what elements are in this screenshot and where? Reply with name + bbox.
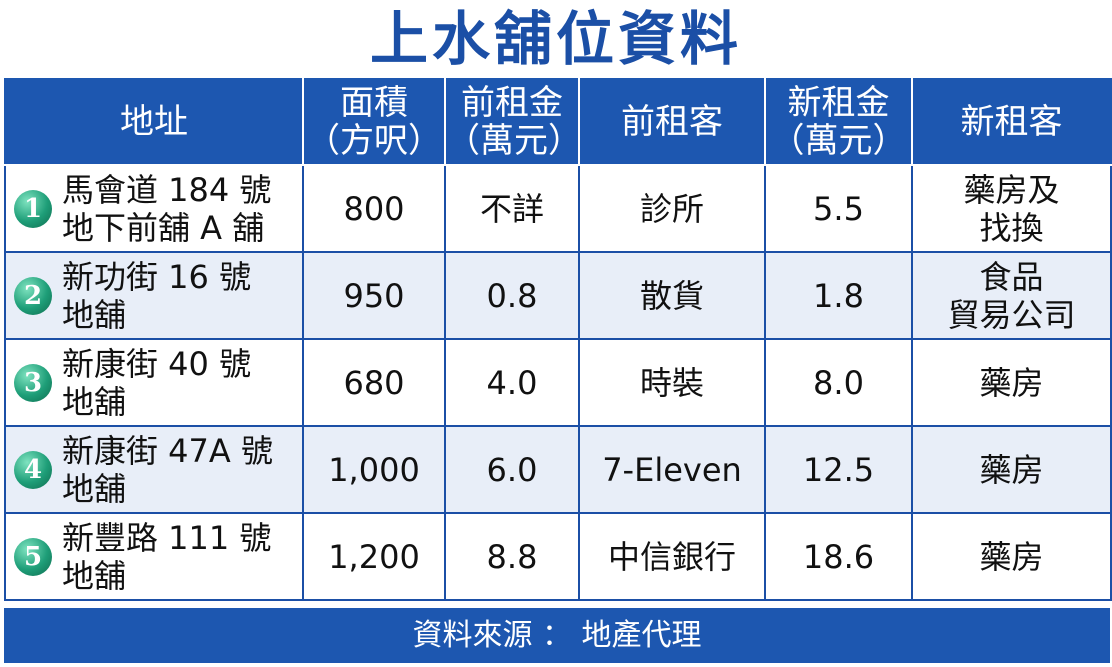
address-line1: 馬會道 184 號 xyxy=(62,170,272,209)
new-tenant-line1: 藥房及 xyxy=(963,170,1060,209)
header-new-rent-line2: （萬元） xyxy=(770,121,907,161)
address-cell: 2 新功街 16 號 地舖 xyxy=(4,251,304,340)
table-row: 3 新康街 40 號 地舖 680 4.0 時裝 8.0 藥房 xyxy=(4,338,1112,427)
header-old-rent-line2: （萬元） xyxy=(446,121,579,161)
new-tenant-line2: 找換 xyxy=(979,208,1044,247)
new-tenant-line2: 貿易公司 xyxy=(947,295,1076,334)
address-line1: 新康街 40 號 xyxy=(62,344,252,383)
area-cell: 800 xyxy=(302,164,446,253)
row-number-badge: 2 xyxy=(14,276,52,315)
address-line2: 地舖 xyxy=(62,556,127,595)
table-row: 4 新康街 47A 號 地舖 1,000 6.0 7-Eleven 12.5 藥… xyxy=(4,425,1112,514)
new-tenant-cell: 藥房 xyxy=(911,512,1112,601)
area-cell: 950 xyxy=(302,251,446,340)
new-rent-cell: 1.8 xyxy=(764,251,913,340)
old-rent-cell: 8.8 xyxy=(444,512,580,601)
area-cell: 1,200 xyxy=(302,512,446,601)
row-number-badge: 4 xyxy=(14,450,52,489)
header-area-line2: （方呎） xyxy=(306,121,442,161)
address-line1: 新康街 47A 號 xyxy=(62,431,273,470)
old-tenant-cell: 散貨 xyxy=(578,251,766,340)
new-tenant-cell: 藥房及 找換 xyxy=(911,164,1112,253)
old-tenant-cell: 診所 xyxy=(578,164,766,253)
header-new-tenant: 新租客 xyxy=(911,78,1112,166)
new-tenant-cell: 藥房 xyxy=(911,425,1112,514)
table-header-row: 地址 面積 （方呎） 前租金 （萬元） 前租客 新租金 （萬元） 新租客 xyxy=(4,78,1112,166)
old-rent-cell: 4.0 xyxy=(444,338,580,427)
header-area: 面積 （方呎） xyxy=(302,78,446,166)
address-cell: 4 新康街 47A 號 地舖 xyxy=(4,425,304,514)
source-footer: 資料來源 ： 地產代理 xyxy=(4,608,1110,663)
old-tenant-cell: 時裝 xyxy=(578,338,766,427)
address-line1: 新豐路 111 號 xyxy=(62,518,272,557)
header-old-rent: 前租金 （萬元） xyxy=(444,78,580,166)
table-row: 2 新功街 16 號 地舖 950 0.8 散貨 1.8 食品 貿易公司 xyxy=(4,251,1112,340)
header-new-rent: 新租金 （萬元） xyxy=(764,78,913,166)
row-number-badge: 3 xyxy=(14,363,52,402)
address-cell: 1 馬會道 184 號 地下前舖 A 舖 xyxy=(4,164,304,253)
area-cell: 1,000 xyxy=(302,425,446,514)
new-tenant-cell: 食品 貿易公司 xyxy=(911,251,1112,340)
page-title: 上水舖位資料 xyxy=(369,5,742,73)
header-old-rent-line1: 前租金 xyxy=(461,83,563,123)
header-area-line1: 面積 xyxy=(340,83,408,123)
area-cell: 680 xyxy=(302,338,446,427)
header-address: 地址 xyxy=(4,78,304,166)
address-line2: 地下前舖 A 舖 xyxy=(62,208,265,247)
address-line2: 地舖 xyxy=(62,382,127,421)
address-line2: 地舖 xyxy=(62,295,127,334)
address-cell: 3 新康街 40 號 地舖 xyxy=(4,338,304,427)
old-tenant-cell: 7-Eleven xyxy=(578,425,766,514)
address-line1: 新功街 16 號 xyxy=(62,257,252,296)
header-old-tenant: 前租客 xyxy=(578,78,766,166)
new-rent-cell: 12.5 xyxy=(764,425,913,514)
address-cell: 5 新豐路 111 號 地舖 xyxy=(4,512,304,601)
row-number-badge: 5 xyxy=(14,537,52,576)
header-new-rent-line1: 新租金 xyxy=(787,83,890,123)
row-number-badge: 1 xyxy=(14,189,52,228)
old-tenant-cell: 中信銀行 xyxy=(578,512,766,601)
table-row: 5 新豐路 111 號 地舖 1,200 8.8 中信銀行 18.6 藥房 xyxy=(4,512,1112,601)
address-line2: 地舖 xyxy=(62,469,127,508)
new-rent-cell: 5.5 xyxy=(764,164,913,253)
table-row: 1 馬會道 184 號 地下前舖 A 舖 800 不詳 診所 5.5 藥房及 找… xyxy=(4,164,1112,253)
new-tenant-cell: 藥房 xyxy=(911,338,1112,427)
old-rent-cell: 0.8 xyxy=(444,251,580,340)
old-rent-cell: 6.0 xyxy=(444,425,580,514)
shop-data-table: 地址 面積 （方呎） 前租金 （萬元） 前租客 新租金 （萬元） 新租客 1 馬… xyxy=(4,78,1112,601)
new-tenant-line1: 食品 xyxy=(979,257,1044,296)
new-rent-cell: 8.0 xyxy=(764,338,913,427)
new-rent-cell: 18.6 xyxy=(764,512,913,601)
old-rent-cell: 不詳 xyxy=(444,164,580,253)
